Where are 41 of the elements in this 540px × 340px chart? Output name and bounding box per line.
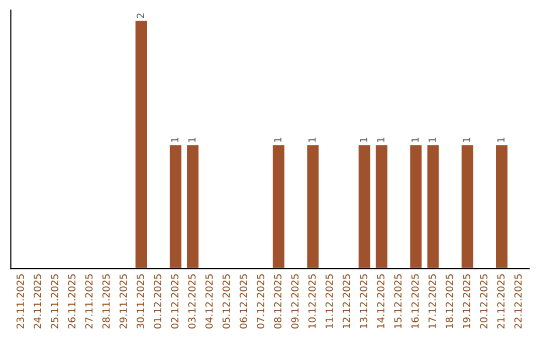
- x-tick-label: 30.11.2025: [136, 274, 144, 328]
- x-tick-label: 23.11.2025: [16, 274, 24, 328]
- x-tick-label: 09.12.2025: [291, 274, 299, 328]
- data-label: 2: [136, 14, 144, 18]
- data-label: 1: [497, 138, 504, 142]
- data-label: 1: [171, 138, 178, 142]
- data-label: 1: [188, 138, 196, 142]
- x-tick-label: 25.11.2025: [50, 274, 58, 328]
- x-tick-label: 18.12.2025: [446, 274, 454, 328]
- x-tick-label: 07.12.2025: [256, 274, 264, 328]
- x-tick-label: 26.11.2025: [68, 274, 76, 328]
- x-tick-label: 06.12.2025: [240, 274, 248, 328]
- x-tick-label: 01.12.2025: [154, 274, 162, 328]
- x-tick-label: 13.12.2025: [360, 274, 368, 328]
- x-tick-label: 03.12.2025: [188, 274, 196, 328]
- data-label: 1: [463, 138, 470, 142]
- x-tick-label: 12.12.2025: [342, 274, 350, 328]
- x-tick-label: 21.12.2025: [497, 274, 505, 328]
- x-tick-label: 20.12.2025: [480, 274, 488, 328]
- x-tick-label: 08.12.2025: [274, 274, 282, 328]
- x-tick-label: 11.12.2025: [326, 274, 333, 328]
- data-label: 1: [360, 138, 368, 142]
- data-label: 1: [428, 138, 436, 142]
- x-tick-label: 10.12.2025: [308, 274, 316, 328]
- data-label: 1: [308, 138, 316, 142]
- x-tick-label: 17.12.2025: [428, 274, 436, 328]
- x-tick-label: 27.11.2025: [85, 274, 93, 328]
- x-tick-label: 19.12.2025: [462, 274, 470, 328]
- x-tick-label: 29.11.2025: [120, 274, 127, 328]
- x-tick-label: 02.12.2025: [171, 274, 178, 328]
- data-label: 1: [274, 138, 282, 142]
- x-tick-label: 05.12.2025: [222, 274, 230, 328]
- x-tick-label: 22.12.2025: [514, 274, 522, 328]
- x-tick-label: 14.12.2025: [377, 274, 384, 328]
- x-tick-label: 15.12.2025: [394, 274, 402, 328]
- x-tick-label: 28.11.2025: [102, 274, 110, 328]
- x-tick-label: 04.12.2025: [205, 274, 213, 328]
- x-tick-label: 24.11.2025: [34, 274, 42, 328]
- data-label: 1: [377, 138, 384, 142]
- x-tick-label: 16.12.2025: [411, 274, 419, 328]
- data-label: 1: [412, 138, 419, 142]
